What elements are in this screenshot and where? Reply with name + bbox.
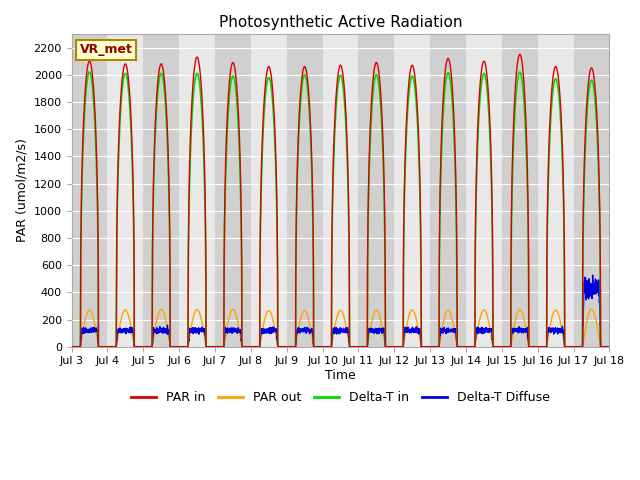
Bar (538, 34, 573, 347)
X-axis label: Time: Time (325, 369, 356, 382)
Text: VR_met: VR_met (79, 43, 132, 56)
Bar (573, 34, 609, 347)
Title: Photosynthetic Active Radiation: Photosynthetic Active Radiation (219, 15, 462, 30)
Bar (287, 34, 323, 347)
Bar (108, 34, 143, 347)
Bar (179, 34, 215, 347)
Bar (394, 34, 430, 347)
Legend: PAR in, PAR out, Delta-T in, Delta-T Diffuse: PAR in, PAR out, Delta-T in, Delta-T Dif… (127, 386, 554, 409)
Bar (358, 34, 394, 347)
Bar (215, 34, 251, 347)
Bar (143, 34, 179, 347)
Bar (251, 34, 287, 347)
Bar (430, 34, 466, 347)
Bar (323, 34, 358, 347)
Bar (466, 34, 502, 347)
Y-axis label: PAR (umol/m2/s): PAR (umol/m2/s) (15, 138, 28, 242)
Bar (72, 34, 108, 347)
Bar (502, 34, 538, 347)
